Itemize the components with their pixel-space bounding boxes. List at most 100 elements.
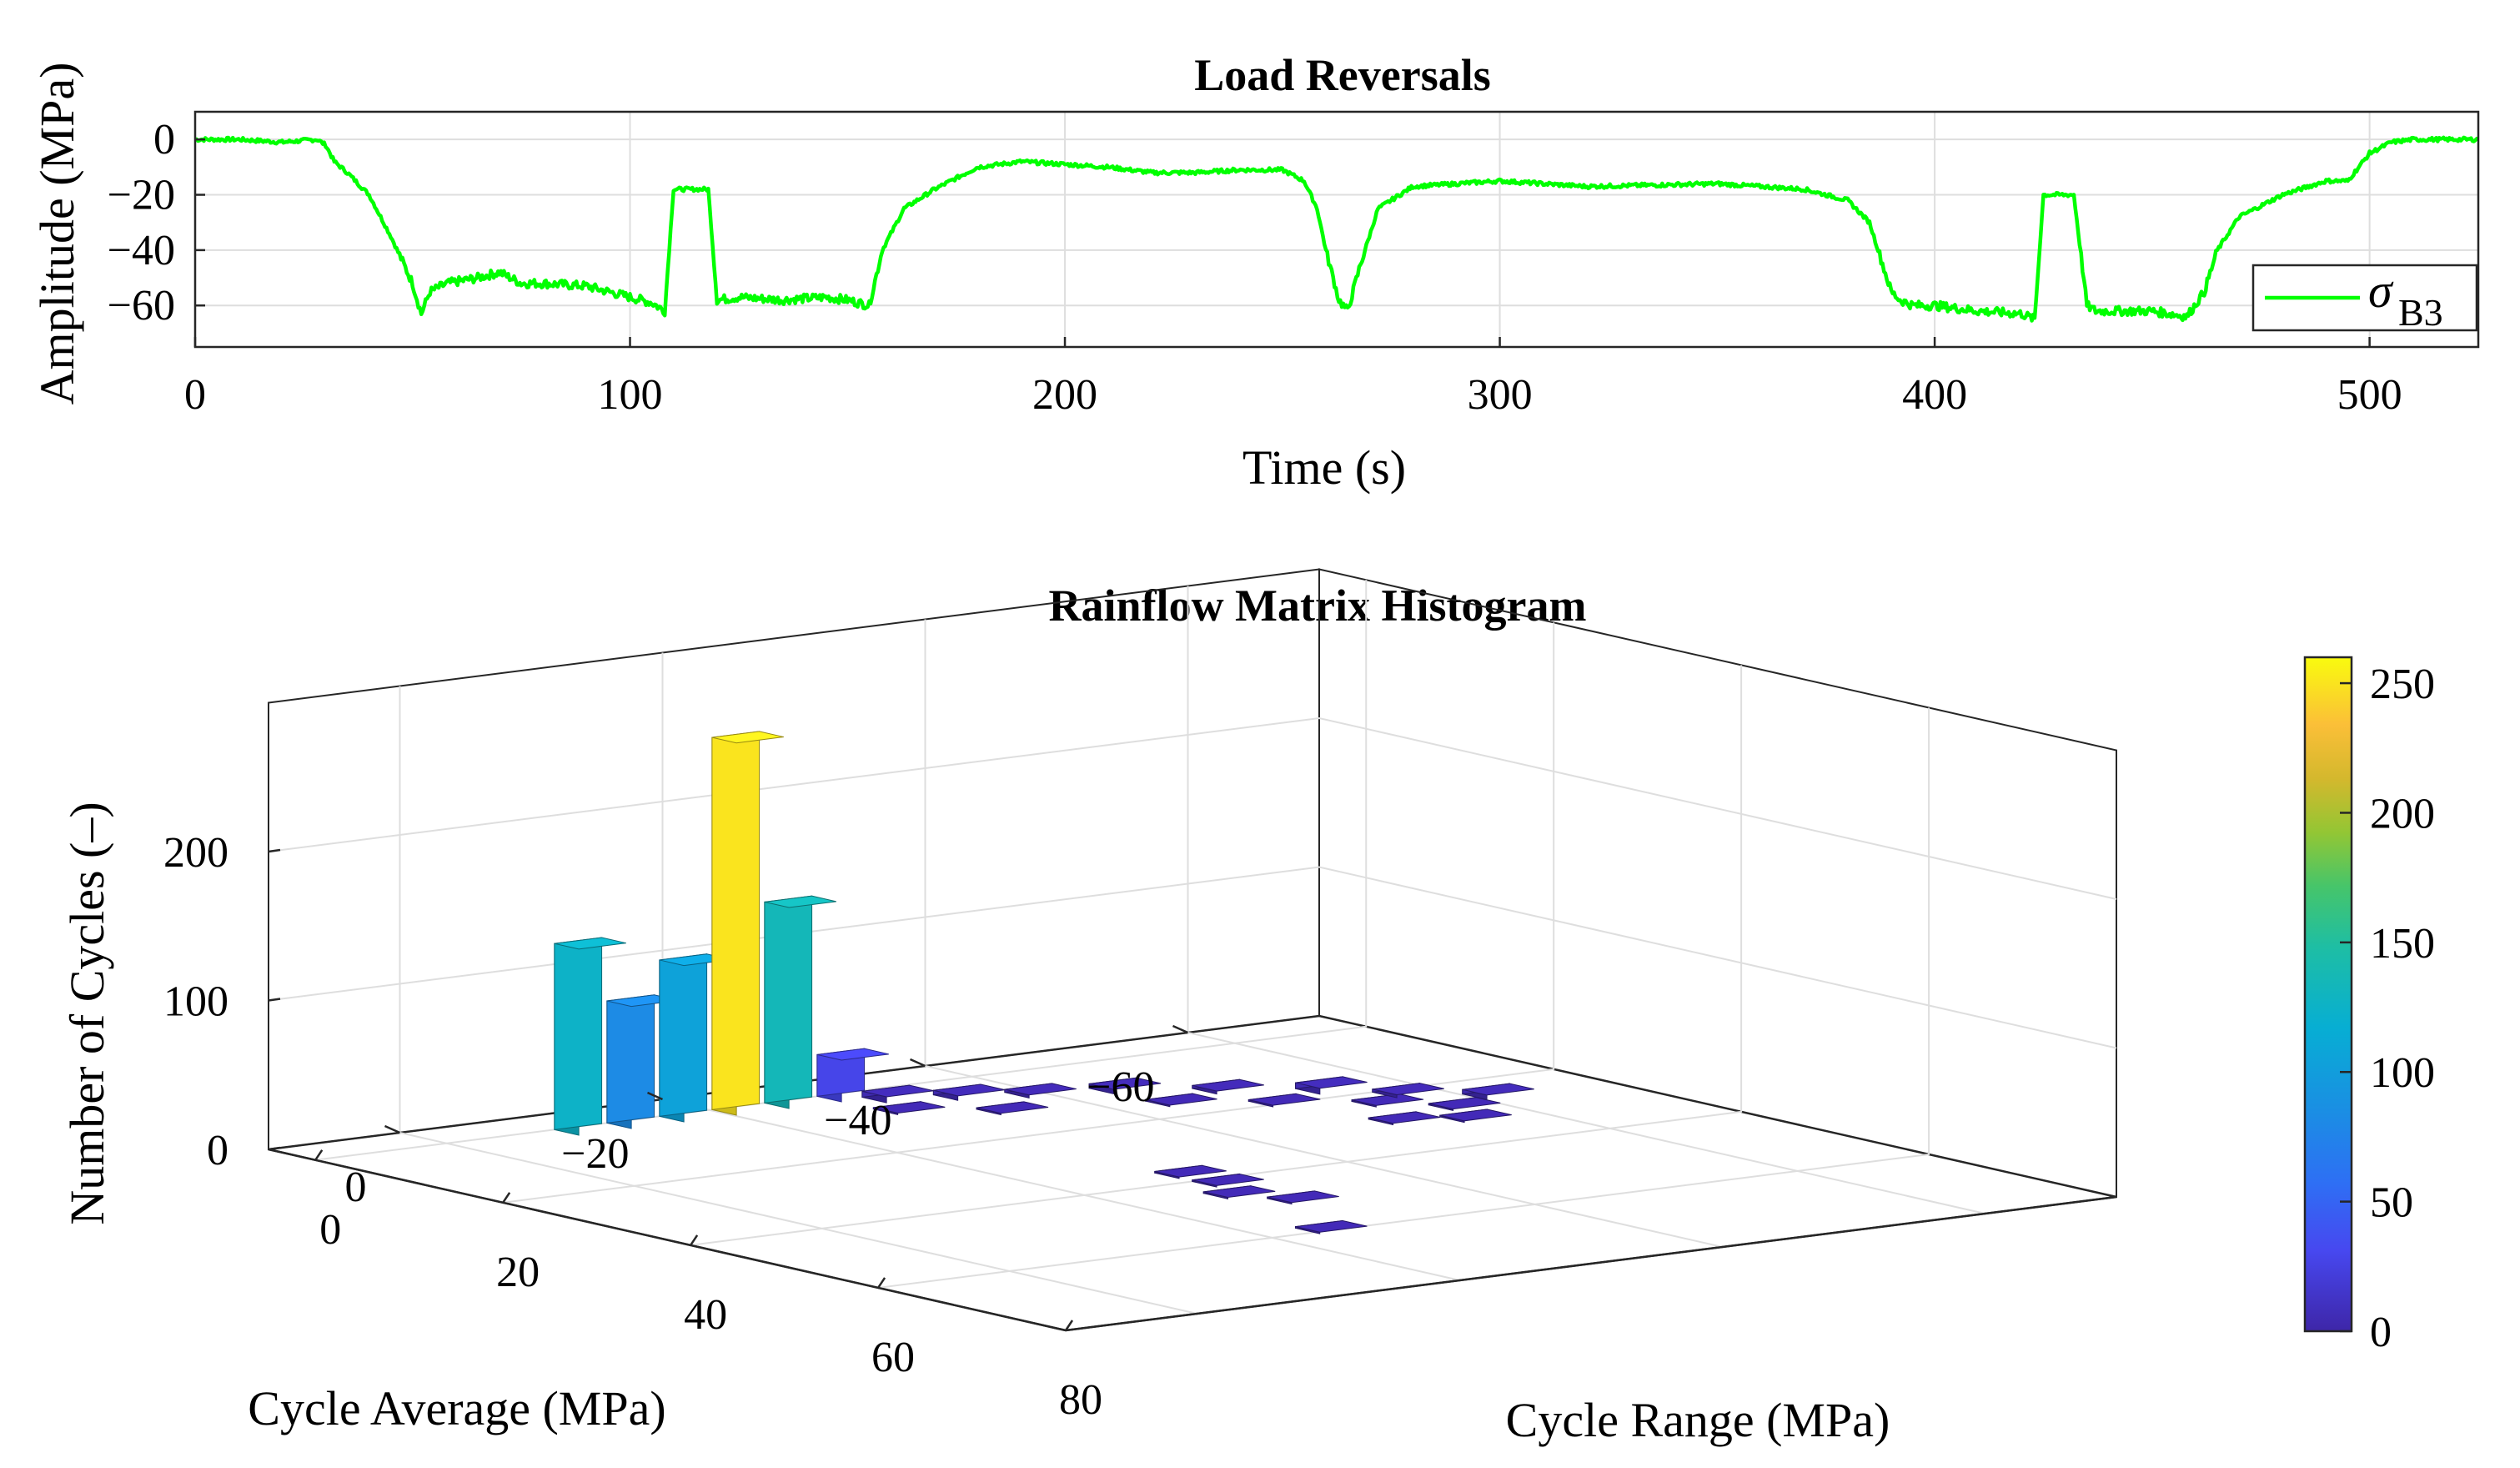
histogram-bar xyxy=(1154,1164,1227,1179)
z-axis-label: Number of Cycles (–) xyxy=(60,802,114,1224)
histogram-bar xyxy=(816,1048,889,1103)
histogram-bar xyxy=(872,1101,946,1115)
bar-face-top xyxy=(711,731,784,744)
average-gridline xyxy=(1187,586,1985,1214)
bar-face-side xyxy=(711,731,761,1110)
colorbar-tick-label: 50 xyxy=(2370,1179,2413,1227)
top-x-ticks: 0 100 200 300 400 500 xyxy=(184,337,2402,419)
top-y-tick-label: −20 xyxy=(108,172,175,219)
bar-face-top xyxy=(1154,1164,1227,1178)
z-tick-mark xyxy=(268,1146,281,1151)
top-y-tick-label: −60 xyxy=(108,282,175,329)
range-tick-mark xyxy=(502,1192,511,1204)
top-x-tick-label: 200 xyxy=(1032,371,1097,419)
histogram-bar xyxy=(932,1083,1006,1101)
z-tick-label: 100 xyxy=(163,978,228,1026)
colorbar-tick-label: 0 xyxy=(2370,1309,2392,1356)
bar-face-top xyxy=(1439,1109,1512,1122)
histogram-bar xyxy=(554,937,626,1136)
top-x-axis-label: Time (s) xyxy=(1242,440,1406,495)
bar-face-side xyxy=(764,895,813,1104)
top-x-tick-label: 300 xyxy=(1468,371,1533,419)
bar-face-top xyxy=(1248,1093,1321,1106)
z-tick-mark xyxy=(268,998,281,1002)
histogram-bar xyxy=(861,1084,934,1104)
histogram-bar xyxy=(1295,1076,1368,1095)
bar-face-top xyxy=(764,895,836,908)
top-y-tick-label: 0 xyxy=(153,116,175,163)
colorbar-tick-label: 250 xyxy=(2370,661,2435,708)
bar-face-top xyxy=(873,1101,946,1114)
bar-face-top xyxy=(1267,1190,1339,1204)
colorbar-tick-label: 150 xyxy=(2370,920,2435,968)
colorbar-ticks: 0 50 100 150 200 250 xyxy=(2340,661,2435,1356)
average-tick-mark xyxy=(646,1091,664,1101)
average-tick-label: −40 xyxy=(824,1097,891,1144)
legend-sigma: σ xyxy=(2368,264,2394,318)
legend-subscript: B3 xyxy=(2398,291,2443,334)
average-tick-mark xyxy=(909,1058,926,1068)
histogram-bar xyxy=(1088,1077,1162,1095)
bar-face-top xyxy=(816,1048,889,1061)
top-y-ticks: 0 −20 −40 −60 xyxy=(108,116,205,329)
bar-face-top xyxy=(1192,1173,1264,1186)
bar-face-top xyxy=(1428,1097,1501,1110)
colorbar xyxy=(2303,656,2353,1333)
top-x-tick-label: 0 xyxy=(184,371,206,419)
histogram-bar xyxy=(1428,1097,1501,1112)
3d-tick-labels: 0 100 200 0 −20 −40 −60 0 20 40 60 80 xyxy=(163,829,1189,1424)
bar-face-top xyxy=(976,1101,1049,1114)
bar-face-side xyxy=(659,953,708,1117)
top-y-axis-label: Amplitude (MPa) xyxy=(30,63,84,405)
histogram-bar xyxy=(764,895,836,1109)
histogram-bar xyxy=(1192,1173,1264,1188)
top-x-tick-label: 100 xyxy=(598,371,663,419)
colorbar-tick-label: 100 xyxy=(2370,1049,2435,1097)
z-tick-label: 200 xyxy=(163,829,228,877)
range-axis-line xyxy=(268,1148,1067,1332)
bar-face-top xyxy=(1351,1093,1424,1106)
bar-face-top xyxy=(1089,1077,1162,1090)
histogram-bar xyxy=(1372,1083,1444,1098)
histogram-bar xyxy=(1145,1093,1217,1108)
load-reversals-title: Load Reversals xyxy=(1194,50,1490,100)
bar-face-top xyxy=(933,1083,1006,1097)
range-tick-label: 80 xyxy=(1059,1376,1102,1424)
average-tick-label: −60 xyxy=(1087,1063,1154,1111)
average-tick-mark xyxy=(1172,1024,1189,1034)
histogram-bar xyxy=(1294,1219,1368,1234)
average-tick-mark xyxy=(384,1124,401,1134)
histogram-bar xyxy=(1462,1083,1534,1100)
z-tick-label: 0 xyxy=(207,1127,228,1174)
range-tick-label: 40 xyxy=(684,1291,727,1339)
stress-series-line xyxy=(195,135,2478,323)
histogram-bar xyxy=(1202,1185,1276,1199)
range-tick-label: 60 xyxy=(871,1334,915,1381)
average-tick-label: 0 xyxy=(345,1164,367,1211)
colorbar-tick-label: 200 xyxy=(2370,790,2435,837)
range-tick-mark xyxy=(1064,1320,1074,1331)
bar-face-top xyxy=(1372,1083,1444,1095)
bar-face-top xyxy=(1368,1111,1441,1124)
average-axis-line xyxy=(1065,1195,2117,1332)
histogram-bar xyxy=(711,731,784,1116)
rainflow-title: Rainflow Matrix Histogram xyxy=(1049,581,1587,631)
average-tick-label: −20 xyxy=(561,1130,629,1178)
cycle-average-axis-label: Cycle Average (MPa) xyxy=(248,1381,665,1435)
histogram-bars xyxy=(268,731,2117,1332)
rainflow-histogram-plot: Rainflow Matrix Histogram 0 100 200 0 −20 −40… xyxy=(60,568,2435,1447)
bar-face-top xyxy=(1145,1093,1217,1106)
range-tick-mark xyxy=(314,1149,324,1161)
bar-face-top xyxy=(1004,1083,1077,1096)
average-gridline xyxy=(924,619,1723,1248)
top-x-tick-label: 500 xyxy=(2337,371,2402,419)
histogram-bar xyxy=(1368,1111,1441,1126)
histogram-bar xyxy=(1004,1083,1077,1098)
cycle-range-axis-label: Cycle Range (MPa) xyxy=(1506,1393,1890,1447)
3d-back-planes xyxy=(268,568,2117,1332)
histogram-bar xyxy=(1192,1078,1264,1095)
top-y-tick-label: −40 xyxy=(108,227,175,274)
top-axes-box xyxy=(193,110,2480,349)
bar-face-top xyxy=(554,937,626,950)
